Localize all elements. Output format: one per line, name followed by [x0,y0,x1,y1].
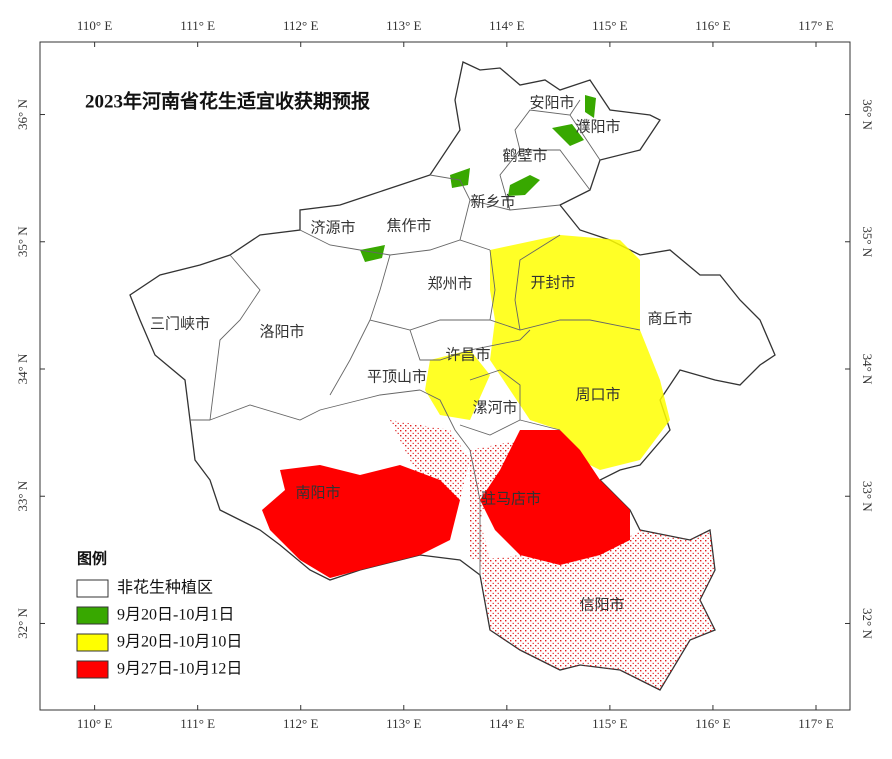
city-label: 三门峡市 [150,315,210,332]
city-label: 驻马店市 [481,490,541,507]
lon-label: 115° E [592,18,627,33]
lon-label: 114° E [489,716,524,731]
city-label: 洛阳市 [259,323,304,340]
city-label: 商丘市 [647,310,692,327]
city-label: 许昌市 [445,346,490,363]
lon-label: 110° E [77,716,112,731]
lat-label: 32° N [860,608,875,639]
lon-label: 111° E [180,18,215,33]
city-boundaries [190,99,641,575]
lat-label: 33° N [15,480,30,511]
lon-label: 111° E [180,716,215,731]
zone-early [360,95,596,262]
city-label: 平顶山市 [367,368,427,385]
city-label: 鹤壁市 [502,147,547,164]
city-label: 新乡市 [470,193,515,210]
lon-label: 113° E [386,716,421,731]
lon-label: 116° E [695,18,730,33]
lon-label: 117° E [798,716,833,731]
map-title: 2023年河南省花生适宜收获期预报 [85,89,370,112]
lon-label: 115° E [592,716,627,731]
lon-label: 114° E [489,18,524,33]
lat-label: 32° N [15,607,30,638]
zone-late [262,430,630,578]
lon-label: 116° E [695,716,730,731]
legend-title: 图例 [77,549,107,567]
city-label: 信阳市 [579,596,624,613]
legend-swatch [76,606,109,625]
axis-ticks: 110° E 110° E 111° E 111° E 112° E 112° E 113°… [15,18,875,731]
lat-label: 35° N [860,226,875,257]
lat-label: 36° N [860,99,875,130]
city-label: 周口市 [575,386,620,403]
lat-label: 33° N [860,481,875,512]
legend-label: 非花生种植区 [117,579,213,597]
lon-label: 113° E [386,18,421,33]
city-label: 漯河市 [472,399,517,416]
legend-label: 9月20日-10月10日 [117,634,242,651]
lon-label: 110° E [77,18,112,33]
lat-label: 36° N [15,98,30,129]
legend: 图例 非花生种植区 9月20日-10月1日 9月20日-10月10日 9月27日-10… [76,549,242,679]
zone-mid [425,235,670,470]
lon-label: 117° E [798,18,833,33]
lon-label: 112° E [283,716,318,731]
city-label: 濮阳市 [575,118,620,135]
city-label: 南阳市 [295,484,340,501]
legend-label: 9月27日-10月12日 [117,661,242,678]
legend-label: 9月20日-10月1日 [117,607,234,624]
lon-label: 112° E [283,18,318,33]
city-label: 安阳市 [529,94,574,111]
zone-sparse [390,420,715,690]
legend-swatch [76,660,109,679]
city-label: 济源市 [310,219,355,236]
lat-label: 34° N [15,353,30,384]
city-label: 郑州市 [427,275,472,292]
lat-label: 34° N [860,354,875,385]
legend-swatch [76,579,109,598]
lat-label: 35° N [15,226,30,257]
zones [262,95,715,690]
city-label: 开封市 [530,274,575,291]
city-label: 焦作市 [386,217,431,234]
legend-swatch [76,633,109,652]
